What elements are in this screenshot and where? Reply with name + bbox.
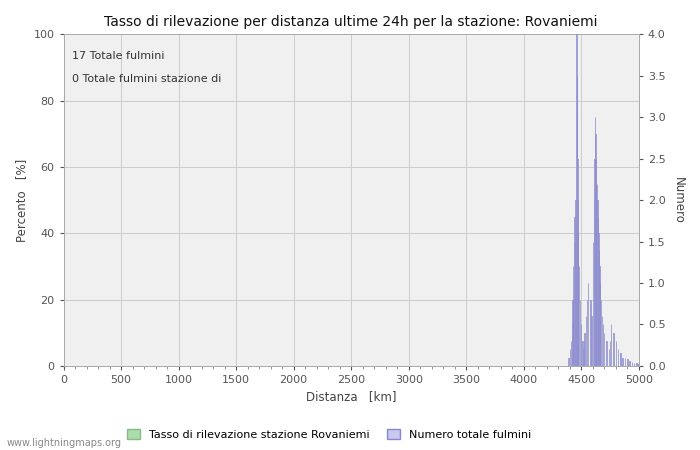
- Y-axis label: Numero: Numero: [672, 177, 685, 224]
- Legend: Tasso di rilevazione stazione Rovaniemi, Numero totale fulmini: Tasso di rilevazione stazione Rovaniemi,…: [122, 425, 536, 445]
- Y-axis label: Percento   [%]: Percento [%]: [15, 158, 28, 242]
- Text: 17 Totale fulmini: 17 Totale fulmini: [72, 51, 164, 61]
- Text: 0 Totale fulmini stazione di: 0 Totale fulmini stazione di: [72, 74, 222, 84]
- X-axis label: Distanza   [km]: Distanza [km]: [306, 391, 396, 404]
- Title: Tasso di rilevazione per distanza ultime 24h per la stazione: Rovaniemi: Tasso di rilevazione per distanza ultime…: [104, 15, 598, 29]
- Text: www.lightningmaps.org: www.lightningmaps.org: [7, 438, 122, 448]
